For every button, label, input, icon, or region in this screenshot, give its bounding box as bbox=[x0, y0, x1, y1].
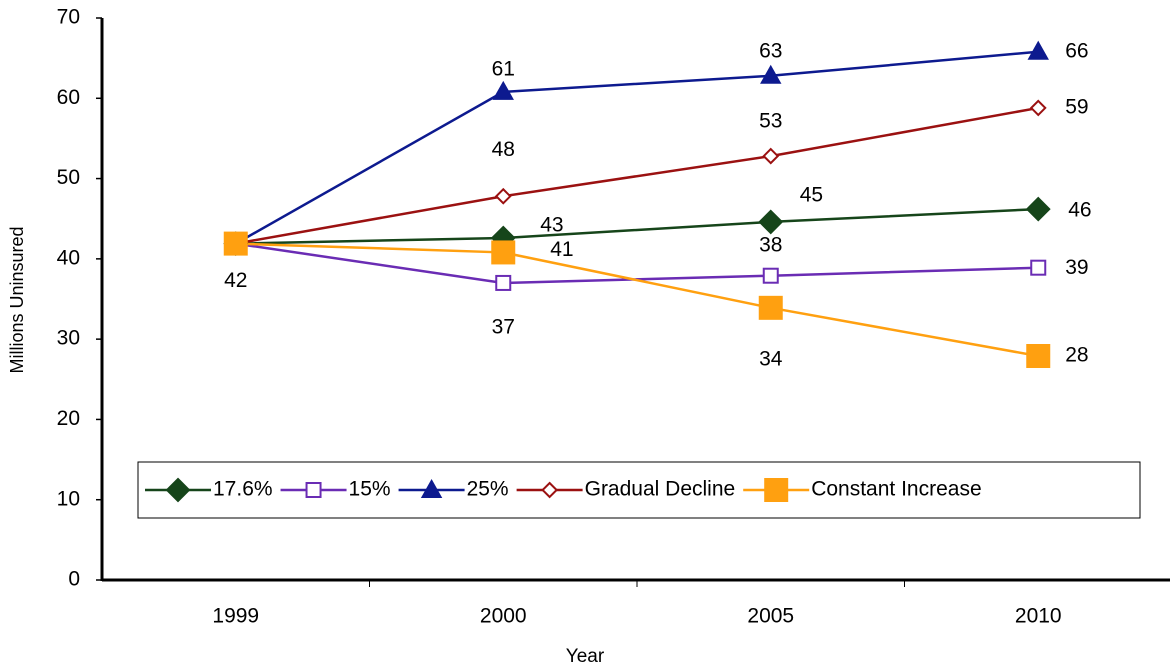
marker bbox=[762, 267, 779, 284]
data-label: 53 bbox=[759, 110, 782, 133]
series-line bbox=[235, 106, 1039, 245]
marker bbox=[305, 482, 322, 498]
y-axis-label: Millions Uninsured bbox=[7, 226, 27, 373]
y-tick-label: 0 bbox=[68, 568, 80, 591]
data-label: 38 bbox=[759, 233, 782, 256]
data-label: 39 bbox=[1065, 256, 1088, 279]
marker bbox=[492, 80, 514, 100]
marker bbox=[762, 147, 780, 165]
data-label: 37 bbox=[492, 315, 515, 338]
y-tick-label: 10 bbox=[57, 487, 80, 510]
data-label: 28 bbox=[1065, 344, 1088, 367]
data-label: 59 bbox=[1065, 95, 1088, 118]
x-tick-label: 2010 bbox=[1015, 605, 1062, 628]
marker bbox=[491, 240, 516, 265]
data-label: 48 bbox=[492, 138, 515, 161]
data-label: 34 bbox=[759, 347, 783, 370]
y-tick-label: 50 bbox=[57, 166, 80, 189]
data-label: 43 bbox=[540, 214, 563, 237]
x-axis-label: Year bbox=[566, 646, 605, 667]
marker bbox=[758, 295, 783, 320]
data-label: 42 bbox=[224, 269, 247, 292]
marker bbox=[1029, 99, 1047, 117]
series-line bbox=[235, 207, 1039, 245]
marker bbox=[494, 187, 512, 205]
legend-label: Gradual Decline bbox=[585, 478, 736, 501]
marker bbox=[1026, 344, 1051, 369]
series-line bbox=[235, 242, 1039, 285]
legend-label: 25% bbox=[467, 478, 509, 501]
marker bbox=[541, 481, 559, 499]
legend-label: 15% bbox=[349, 478, 391, 501]
data-label: 63 bbox=[759, 39, 782, 62]
legend: 17.6% 15% 25% Gradual Decline Constant Incre… bbox=[137, 461, 1141, 519]
legend-label: Constant Increase bbox=[811, 478, 981, 501]
marker bbox=[223, 231, 248, 256]
y-tick-label: 20 bbox=[57, 407, 80, 430]
series-line bbox=[235, 242, 1039, 358]
x-tick-label: 1999 bbox=[212, 605, 259, 628]
data-label: 41 bbox=[550, 238, 573, 261]
marker bbox=[758, 209, 784, 235]
x-tick-label: 2005 bbox=[747, 605, 794, 628]
series-line bbox=[235, 50, 1039, 245]
x-tick-label: 2000 bbox=[480, 605, 527, 628]
data-label: 66 bbox=[1065, 39, 1088, 62]
marker bbox=[495, 274, 512, 291]
marker bbox=[760, 64, 782, 84]
y-tick-label: 60 bbox=[57, 86, 80, 109]
data-label: 46 bbox=[1068, 199, 1091, 222]
y-tick-label: 30 bbox=[57, 327, 80, 350]
y-tick-label: 40 bbox=[57, 246, 80, 269]
legend-label: 17.6% bbox=[213, 478, 273, 501]
marker bbox=[1025, 196, 1051, 222]
y-tick-label: 70 bbox=[57, 6, 80, 29]
marker bbox=[420, 478, 443, 498]
marker bbox=[1030, 259, 1047, 276]
data-label: 61 bbox=[492, 57, 515, 80]
marker bbox=[1027, 40, 1049, 60]
data-label: 45 bbox=[800, 183, 823, 206]
marker bbox=[165, 477, 191, 503]
marker bbox=[764, 478, 789, 502]
